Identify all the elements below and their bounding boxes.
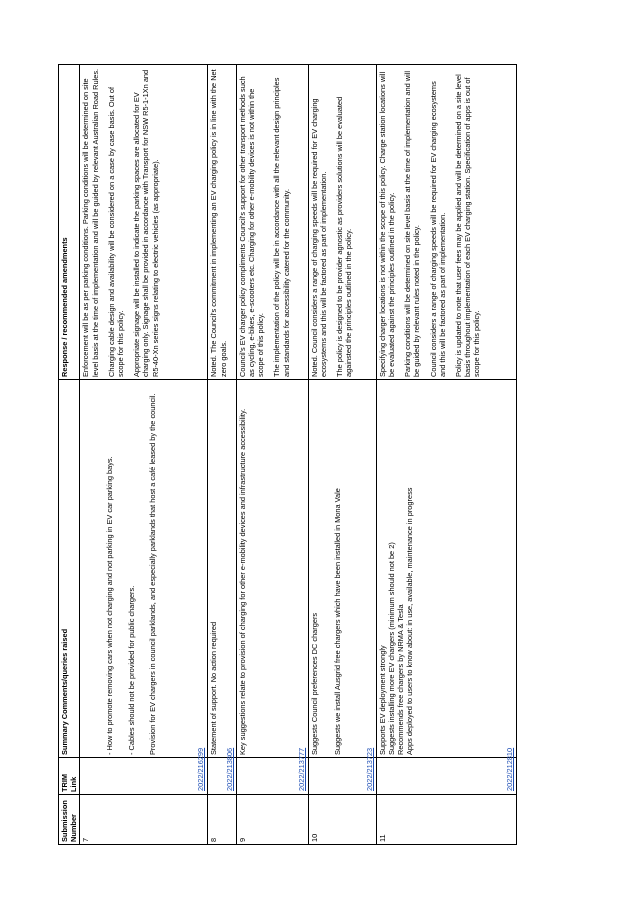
response-text: Noted. Council considers a range of char… bbox=[309, 98, 329, 377]
summary-text: Suggests Council preferences DC chargers bbox=[309, 612, 319, 755]
summary-cell: Key suggestions relate to provision of c… bbox=[236, 379, 309, 758]
summary-text: Suggests we install Ausgrid free charger… bbox=[333, 488, 343, 755]
summary-text: Key suggestions relate to provision of c… bbox=[237, 408, 247, 755]
table-row: 11 2022/212810 Supports EV deployment st… bbox=[376, 64, 517, 845]
summary-text: Supports EV deployment strongly bbox=[377, 645, 387, 755]
response-cell: Noted. The Council's commitment in imple… bbox=[207, 64, 237, 380]
response-text: Council's EV charger policy compliments … bbox=[237, 76, 266, 377]
response-text: Council considers a range of charging sp… bbox=[428, 81, 447, 377]
table-row: 9 2022/213777 Key suggestions relate to … bbox=[236, 64, 309, 845]
response-text: Noted. The Council's commitment in imple… bbox=[209, 69, 228, 377]
table-row: 8 2022/213806 Statement of support. No a… bbox=[207, 64, 237, 845]
summary-cell: Statement of support. No action required bbox=[207, 379, 237, 758]
trim-link[interactable]: 2022/213806 bbox=[224, 747, 234, 791]
response-cell: Specifying charger locations is not with… bbox=[376, 64, 517, 380]
response-cell: Enforcement will be as per parking condi… bbox=[79, 64, 208, 380]
response-text: Enforcement will be as per parking condi… bbox=[81, 68, 100, 377]
rotated-table-container: Submission Number TRIM Link Summary Comm… bbox=[58, 64, 578, 845]
trim-cell: 2022/216299 bbox=[79, 748, 208, 795]
submission-number: 7 bbox=[79, 794, 208, 845]
submission-number: 9 bbox=[236, 794, 309, 845]
response-text: Specifying charger locations is not with… bbox=[377, 71, 397, 377]
summary-text: Apps deployed to users to know about: in… bbox=[405, 487, 415, 755]
trim-cell: 2022/213806 bbox=[207, 748, 237, 795]
response-cell: Council's EV charger policy compliments … bbox=[236, 64, 309, 380]
trim-cell: 2022/213777 bbox=[236, 748, 309, 795]
summary-text: Provision for EV chargers in council par… bbox=[147, 393, 157, 755]
submission-number: 8 bbox=[207, 794, 237, 845]
summary-text: Statement of support. No action required bbox=[209, 621, 219, 755]
summary-text: - How to promote removing cars when not … bbox=[105, 456, 115, 755]
response-text: Policy is updated to note that user fees… bbox=[454, 74, 482, 377]
trim-link[interactable]: 2022/213777 bbox=[296, 747, 306, 791]
summary-cell: Suggests Council preferences DC chargers… bbox=[308, 379, 377, 758]
submissions-table: Submission Number TRIM Link Summary Comm… bbox=[58, 64, 517, 845]
response-text: Charging cable design and availability w… bbox=[106, 86, 126, 377]
trim-cell: 2022/213723 bbox=[308, 748, 377, 795]
response-cell: Noted. Council considers a range of char… bbox=[308, 64, 377, 380]
summary-cell: - How to promote removing cars when not … bbox=[79, 379, 208, 758]
trim-link[interactable]: 2022/212810 bbox=[504, 747, 514, 791]
header-summary: Summary Comments/queries raised bbox=[58, 379, 80, 758]
table-row: 7 2022/216299 - How to promote removing … bbox=[79, 64, 208, 845]
summary-text: Suggests installing more EV chargers (mi… bbox=[387, 542, 397, 755]
trim-cell: 2022/212810 bbox=[376, 748, 517, 795]
response-text: The policy is designed to be provider ag… bbox=[335, 96, 354, 377]
summary-cell: Supports EV deployment strongly Suggests… bbox=[376, 379, 517, 758]
response-text: Parking conditions will be determined on… bbox=[403, 70, 422, 377]
submission-number: 11 bbox=[376, 794, 517, 845]
table-header-row: Submission Number TRIM Link Summary Comm… bbox=[58, 64, 80, 845]
header-trim-link: TRIM Link bbox=[58, 757, 80, 795]
trim-link[interactable]: 2022/216299 bbox=[196, 747, 206, 791]
trim-link[interactable]: 2022/213723 bbox=[364, 747, 374, 791]
response-text: Appropriate signage will be installed to… bbox=[132, 69, 160, 377]
summary-text: Recommends free chargers by NRMA & Tesla bbox=[396, 604, 406, 755]
summary-text: - Cables should not be provided for publ… bbox=[126, 585, 136, 755]
header-response: Response / recommended amendments bbox=[58, 64, 80, 380]
submission-number: 10 bbox=[308, 794, 377, 845]
response-text: The implementation of the policy will be… bbox=[272, 77, 291, 377]
table-row: 10 2022/213723 Suggests Council preferen… bbox=[308, 64, 377, 845]
header-submission-number: Submission Number bbox=[58, 794, 80, 845]
